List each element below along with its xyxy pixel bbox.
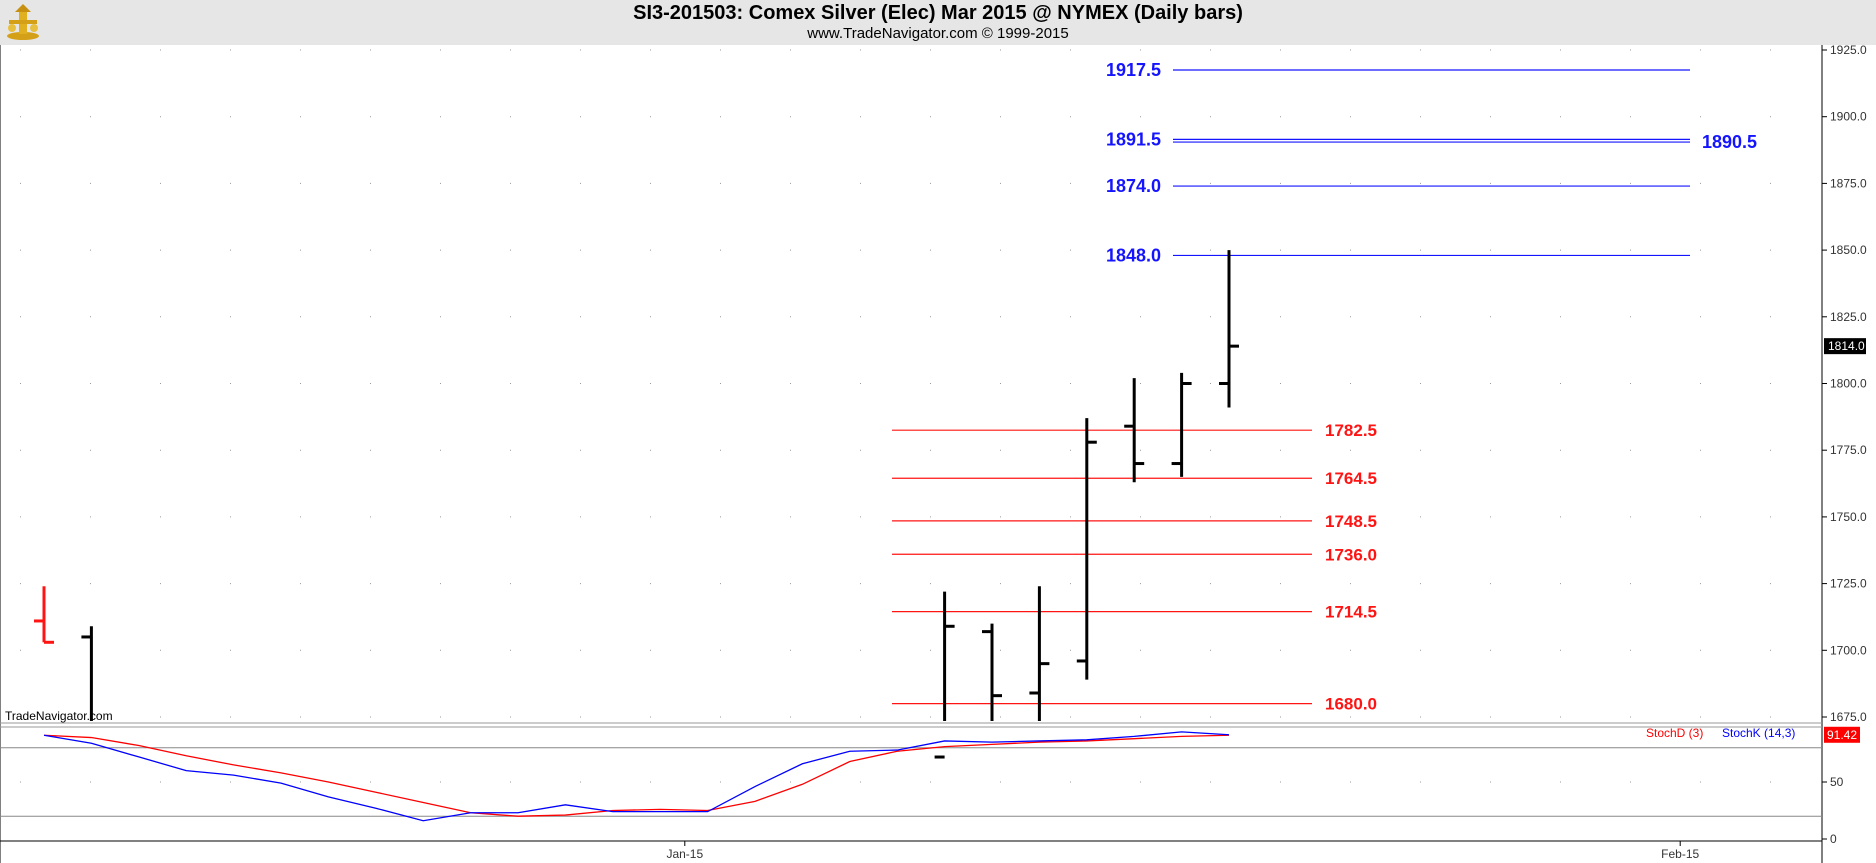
y-tick-label: 1825.0 (1830, 310, 1867, 324)
resistance-label: 1848.0 (1106, 245, 1161, 265)
y-tick-label: 1725.0 (1830, 577, 1867, 591)
y-tick-label: 1900.0 (1830, 110, 1867, 124)
legend-stochd: StochD (3) (1646, 726, 1703, 740)
support-label: 1782.5 (1325, 421, 1377, 440)
last-price-label: 1814.0 (1828, 339, 1865, 353)
y-tick-label: 50 (1830, 775, 1844, 789)
support-label: 1748.5 (1325, 512, 1377, 531)
resistance-label: 1917.5 (1106, 60, 1161, 80)
y-tick-label: 1925.0 (1830, 43, 1867, 57)
x-tick-label: Feb-15 (1661, 847, 1699, 861)
y-tick-label: 0 (1830, 832, 1837, 846)
price-bars (34, 250, 1239, 759)
resistance-label: 1890.5 (1702, 132, 1757, 152)
trade-navigator-logo-icon (7, 4, 39, 40)
last-price-box (1824, 338, 1866, 355)
y-tick-label: 1675.0 (1830, 710, 1867, 724)
x-tick-label: Jan-15 (666, 847, 703, 861)
resistance-label: 1874.0 (1106, 176, 1161, 196)
y-tick-label: 1850.0 (1830, 243, 1867, 257)
stochastic-lines (43, 731, 1230, 822)
y-tick-label: 1875.0 (1830, 176, 1867, 190)
price-axis: 1925.0 1900.0 1875.0 1850.0 1825.0 1800.0 1775… (1822, 43, 1867, 724)
y-tick-label: 1775.0 (1830, 443, 1867, 457)
stoch-series-line (43, 734, 1230, 817)
y-tick-label: 1750.0 (1830, 510, 1867, 524)
chart-header: SI3-201503: Comex Silver (Elec) Mar 2015… (0, 0, 1876, 45)
price-levels: 1917.5 1891.5 1890.5 1874.0 1848.0 1782.5 1764… (892, 60, 1757, 714)
watermark: TradeNavigator.com (5, 709, 113, 723)
y-tick-label: 1800.0 (1830, 377, 1867, 391)
stochastic-axis: 50 0 91.42 StochD (3) StochK (14,3) (1646, 726, 1860, 846)
support-label: 1680.0 (1325, 695, 1377, 714)
time-axis: Jan-15 Feb-15 (666, 841, 1700, 861)
support-label: 1714.5 (1325, 603, 1377, 622)
chart-subtitle: www.TradeNavigator.com © 1999-2015 (807, 25, 1069, 42)
chart-title: SI3-201503: Comex Silver (Elec) Mar 2015… (633, 2, 1243, 24)
last-stoch-label: 91.42 (1827, 728, 1857, 742)
legend-stochk: StochK (14,3) (1722, 726, 1795, 740)
last-stoch-box (1824, 726, 1860, 743)
support-label: 1764.5 (1325, 469, 1377, 488)
support-label: 1736.0 (1325, 545, 1377, 564)
price-grid (0, 45, 1823, 863)
y-tick-label: 1700.0 (1830, 643, 1867, 657)
resistance-label: 1891.5 (1106, 129, 1161, 149)
stoch-series-line (43, 731, 1230, 822)
